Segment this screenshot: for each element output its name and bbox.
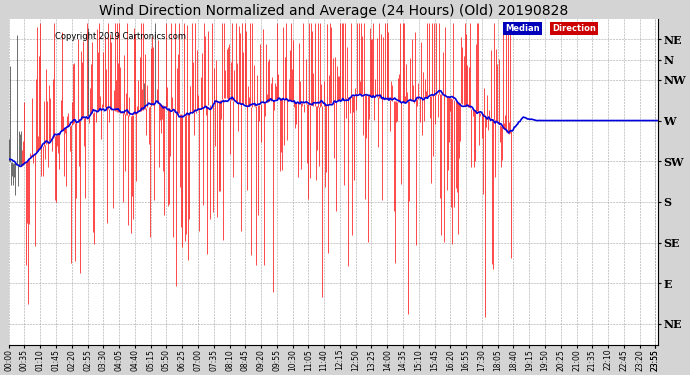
Text: Direction: Direction	[552, 24, 595, 33]
Text: Copyright 2019 Cartronics.com: Copyright 2019 Cartronics.com	[55, 32, 186, 41]
Title: Wind Direction Normalized and Average (24 Hours) (Old) 20190828: Wind Direction Normalized and Average (2…	[99, 4, 568, 18]
Text: Median: Median	[505, 24, 540, 33]
